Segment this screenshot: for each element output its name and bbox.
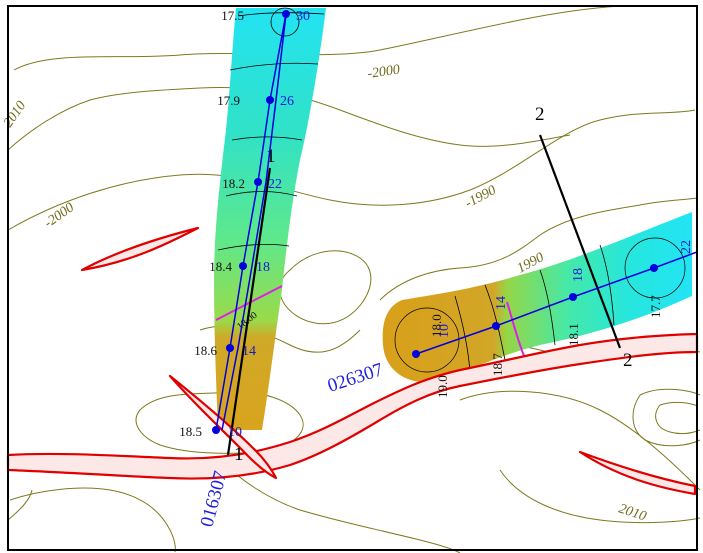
well-2-value-label: 18.7 (490, 353, 505, 376)
isoline (270, 7, 300, 37)
well-1-depth-label: 30 (296, 9, 310, 24)
well-2-sample-point (412, 350, 420, 358)
well-2-value-label: 18.1 (566, 323, 581, 346)
well-1-value-label: 17.5 (221, 8, 244, 23)
well-1-depth-label: 22 (268, 177, 282, 192)
isoline (454, 295, 471, 373)
well-2-sample-point (492, 322, 500, 330)
well-1-sample-point (282, 10, 290, 18)
well-1-sample-point (226, 344, 234, 352)
isoline (231, 136, 303, 141)
section-line-1 (226, 167, 272, 456)
well-1-depth-label: 14 (242, 344, 256, 359)
well-2: 10 14 18 22 19.0 18.7 18.1 17.7 026307 (325, 240, 698, 398)
well-1-sample-point (239, 262, 247, 270)
well-2-attribute-band (382, 212, 692, 383)
contour-line (499, 469, 701, 524)
well-1-path-offset (221, 13, 287, 431)
isoline (229, 62, 319, 71)
magenta-boundary-1 (215, 285, 283, 321)
section-1-bottom-label: 1 (234, 444, 244, 465)
isoline (599, 244, 615, 326)
well-1-value-label: 18.4 (209, 259, 232, 274)
contour-line (135, 391, 304, 454)
well-1: 30 26 22 18 14 10 17.5 17.9 18.2 18.4 18… (179, 8, 310, 529)
section-1-top-label: 1 (266, 146, 276, 167)
contour-line (7, 489, 33, 521)
section-2-bottom-label: 2 (623, 350, 633, 371)
well-1-depth-label: 18 (256, 260, 270, 275)
well-1-sample-point (212, 426, 220, 434)
well-1-sample-point (254, 178, 262, 186)
contour-line (7, 109, 696, 231)
isoline (237, 12, 325, 17)
well-2-depth-label: 18 (571, 268, 586, 282)
well-2-curve-label: 18.0 (429, 314, 444, 337)
well-1-sample-point (266, 96, 274, 104)
well-2-depth-label: 22 (679, 240, 694, 254)
well-2-value-label: 19.0 (435, 375, 450, 398)
contour-line (655, 401, 701, 435)
contour-line (9, 487, 176, 553)
well-1-value-label: 18.6 (194, 343, 217, 358)
isoline (225, 191, 298, 197)
contour-line (13, 5, 621, 71)
contour-line (459, 390, 701, 491)
fault-polygon (578, 450, 697, 496)
well-1-value-label: 17.9 (217, 93, 240, 108)
section-line-2 (538, 134, 622, 349)
isoline (624, 237, 686, 299)
well-1-depth-label: 26 (280, 94, 294, 109)
well-1-depth-label: 10 (228, 425, 242, 440)
well-2-sample-point (569, 293, 577, 301)
section-2-top-label: 2 (535, 104, 545, 125)
well-2-value-label: 17.7 (648, 295, 663, 318)
fault-polygon (80, 226, 200, 272)
contour-label: -2000 (366, 63, 400, 82)
well-1-path (215, 13, 287, 431)
well-2-sample-point (650, 264, 658, 272)
well-1-value-label: 18.5 (179, 424, 202, 439)
isoline (394, 307, 460, 373)
well-1-value-label: 18.2 (222, 176, 245, 191)
well-2-depth-label: 14 (494, 296, 509, 310)
section-lines: 1 1 2 2 (226, 104, 633, 465)
contour-line (219, 459, 461, 553)
map-frame (7, 5, 698, 551)
contour-line (379, 197, 698, 301)
magenta-boundary-2 (506, 301, 525, 357)
well-2-depth-label: 10 (437, 324, 452, 338)
